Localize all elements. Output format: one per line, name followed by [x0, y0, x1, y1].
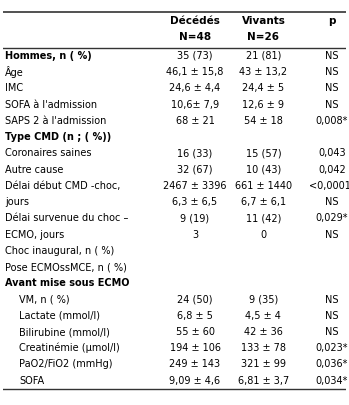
- Text: SOFA: SOFA: [19, 376, 44, 386]
- Text: 0,043: 0,043: [318, 148, 346, 158]
- Text: 35 (73): 35 (73): [177, 51, 213, 61]
- Text: 10,6± 7,9: 10,6± 7,9: [171, 100, 219, 110]
- Text: 0: 0: [260, 230, 267, 239]
- Text: 0,042: 0,042: [318, 164, 346, 175]
- Text: 9 (19): 9 (19): [180, 213, 210, 223]
- Text: 21 (81): 21 (81): [246, 51, 281, 61]
- Text: 10 (43): 10 (43): [246, 164, 281, 175]
- Text: NS: NS: [325, 100, 339, 110]
- Text: NS: NS: [325, 294, 339, 305]
- Text: 0,023*: 0,023*: [315, 343, 348, 353]
- Text: NS: NS: [325, 230, 339, 239]
- Text: p: p: [328, 16, 336, 26]
- Text: Bilirubine (mmol/l): Bilirubine (mmol/l): [19, 327, 110, 337]
- Text: NS: NS: [325, 83, 339, 93]
- Text: 55 ± 60: 55 ± 60: [176, 327, 215, 337]
- Text: 321 ± 99: 321 ± 99: [241, 360, 286, 369]
- Text: Choc inaugural, n ( %): Choc inaugural, n ( %): [5, 246, 114, 256]
- Text: Vivants: Vivants: [242, 16, 285, 26]
- Text: 6,8 ± 5: 6,8 ± 5: [177, 311, 213, 321]
- Text: 46,1 ± 15,8: 46,1 ± 15,8: [166, 67, 224, 77]
- Text: NS: NS: [325, 67, 339, 77]
- Text: 0,034*: 0,034*: [315, 376, 348, 386]
- Text: Hommes, n ( %): Hommes, n ( %): [5, 51, 92, 61]
- Text: 12,6 ± 9: 12,6 ± 9: [243, 100, 284, 110]
- Text: 2467 ± 3396: 2467 ± 3396: [163, 181, 227, 191]
- Text: 6,7 ± 6,1: 6,7 ± 6,1: [241, 197, 286, 207]
- Text: ECMO, jours: ECMO, jours: [5, 230, 65, 239]
- Text: NS: NS: [325, 327, 339, 337]
- Text: 9,09 ± 4,6: 9,09 ± 4,6: [170, 376, 221, 386]
- Text: Avant mise sous ECMO: Avant mise sous ECMO: [5, 278, 130, 288]
- Text: Âge: Âge: [5, 66, 24, 78]
- Text: Creatinémie (µmol/l): Creatinémie (µmol/l): [19, 343, 120, 354]
- Text: 6,3 ± 6,5: 6,3 ± 6,5: [172, 197, 217, 207]
- Text: 6,81 ± 3,7: 6,81 ± 3,7: [238, 376, 289, 386]
- Text: 0,036*: 0,036*: [315, 360, 348, 369]
- Text: IMC: IMC: [5, 83, 23, 93]
- Text: 9 (35): 9 (35): [249, 294, 278, 305]
- Text: Décédés: Décédés: [170, 16, 220, 26]
- Text: NS: NS: [325, 51, 339, 61]
- Text: 0,029*: 0,029*: [315, 213, 348, 223]
- Text: 43 ± 13,2: 43 ± 13,2: [239, 67, 288, 77]
- Text: 24 (50): 24 (50): [177, 294, 213, 305]
- Text: 11 (42): 11 (42): [246, 213, 281, 223]
- Text: 24,4 ± 5: 24,4 ± 5: [242, 83, 284, 93]
- Text: Autre cause: Autre cause: [5, 164, 64, 175]
- Text: 133 ± 78: 133 ± 78: [241, 343, 286, 353]
- Text: SAPS 2 à l'admission: SAPS 2 à l'admission: [5, 116, 106, 126]
- Text: Type CMD (n ; ( %)): Type CMD (n ; ( %)): [5, 132, 111, 142]
- Text: 4,5 ± 4: 4,5 ± 4: [245, 311, 281, 321]
- Text: 32 (67): 32 (67): [177, 164, 213, 175]
- Text: NS: NS: [325, 311, 339, 321]
- Text: N=48: N=48: [179, 32, 211, 42]
- Text: 661 ± 1440: 661 ± 1440: [235, 181, 292, 191]
- Text: SOFA à l'admission: SOFA à l'admission: [5, 100, 97, 110]
- Text: 16 (33): 16 (33): [177, 148, 213, 158]
- Text: 249 ± 143: 249 ± 143: [170, 360, 221, 369]
- Text: PaO2/FiO2 (mmHg): PaO2/FiO2 (mmHg): [19, 360, 112, 369]
- Text: 0,008*: 0,008*: [315, 116, 348, 126]
- Text: 15 (57): 15 (57): [246, 148, 281, 158]
- Text: VM, n ( %): VM, n ( %): [19, 294, 69, 305]
- Text: 24,6 ± 4,4: 24,6 ± 4,4: [169, 83, 221, 93]
- Text: N=26: N=26: [247, 32, 280, 42]
- Text: 3: 3: [192, 230, 198, 239]
- Text: jours: jours: [5, 197, 29, 207]
- Text: 194 ± 106: 194 ± 106: [170, 343, 221, 353]
- Text: 54 ± 18: 54 ± 18: [244, 116, 283, 126]
- Text: 68 ± 21: 68 ± 21: [176, 116, 214, 126]
- Text: <0,0001*: <0,0001*: [309, 181, 349, 191]
- Text: Lactate (mmol/l): Lactate (mmol/l): [19, 311, 100, 321]
- Text: Pose ECMOssMCE, n ( %): Pose ECMOssMCE, n ( %): [5, 262, 127, 272]
- Text: Délai survenue du choc –: Délai survenue du choc –: [5, 213, 128, 223]
- Text: 42 ± 36: 42 ± 36: [244, 327, 283, 337]
- Text: NS: NS: [325, 197, 339, 207]
- Text: Délai début CMD -choc,: Délai début CMD -choc,: [5, 181, 120, 191]
- Text: Coronaires saines: Coronaires saines: [5, 148, 92, 158]
